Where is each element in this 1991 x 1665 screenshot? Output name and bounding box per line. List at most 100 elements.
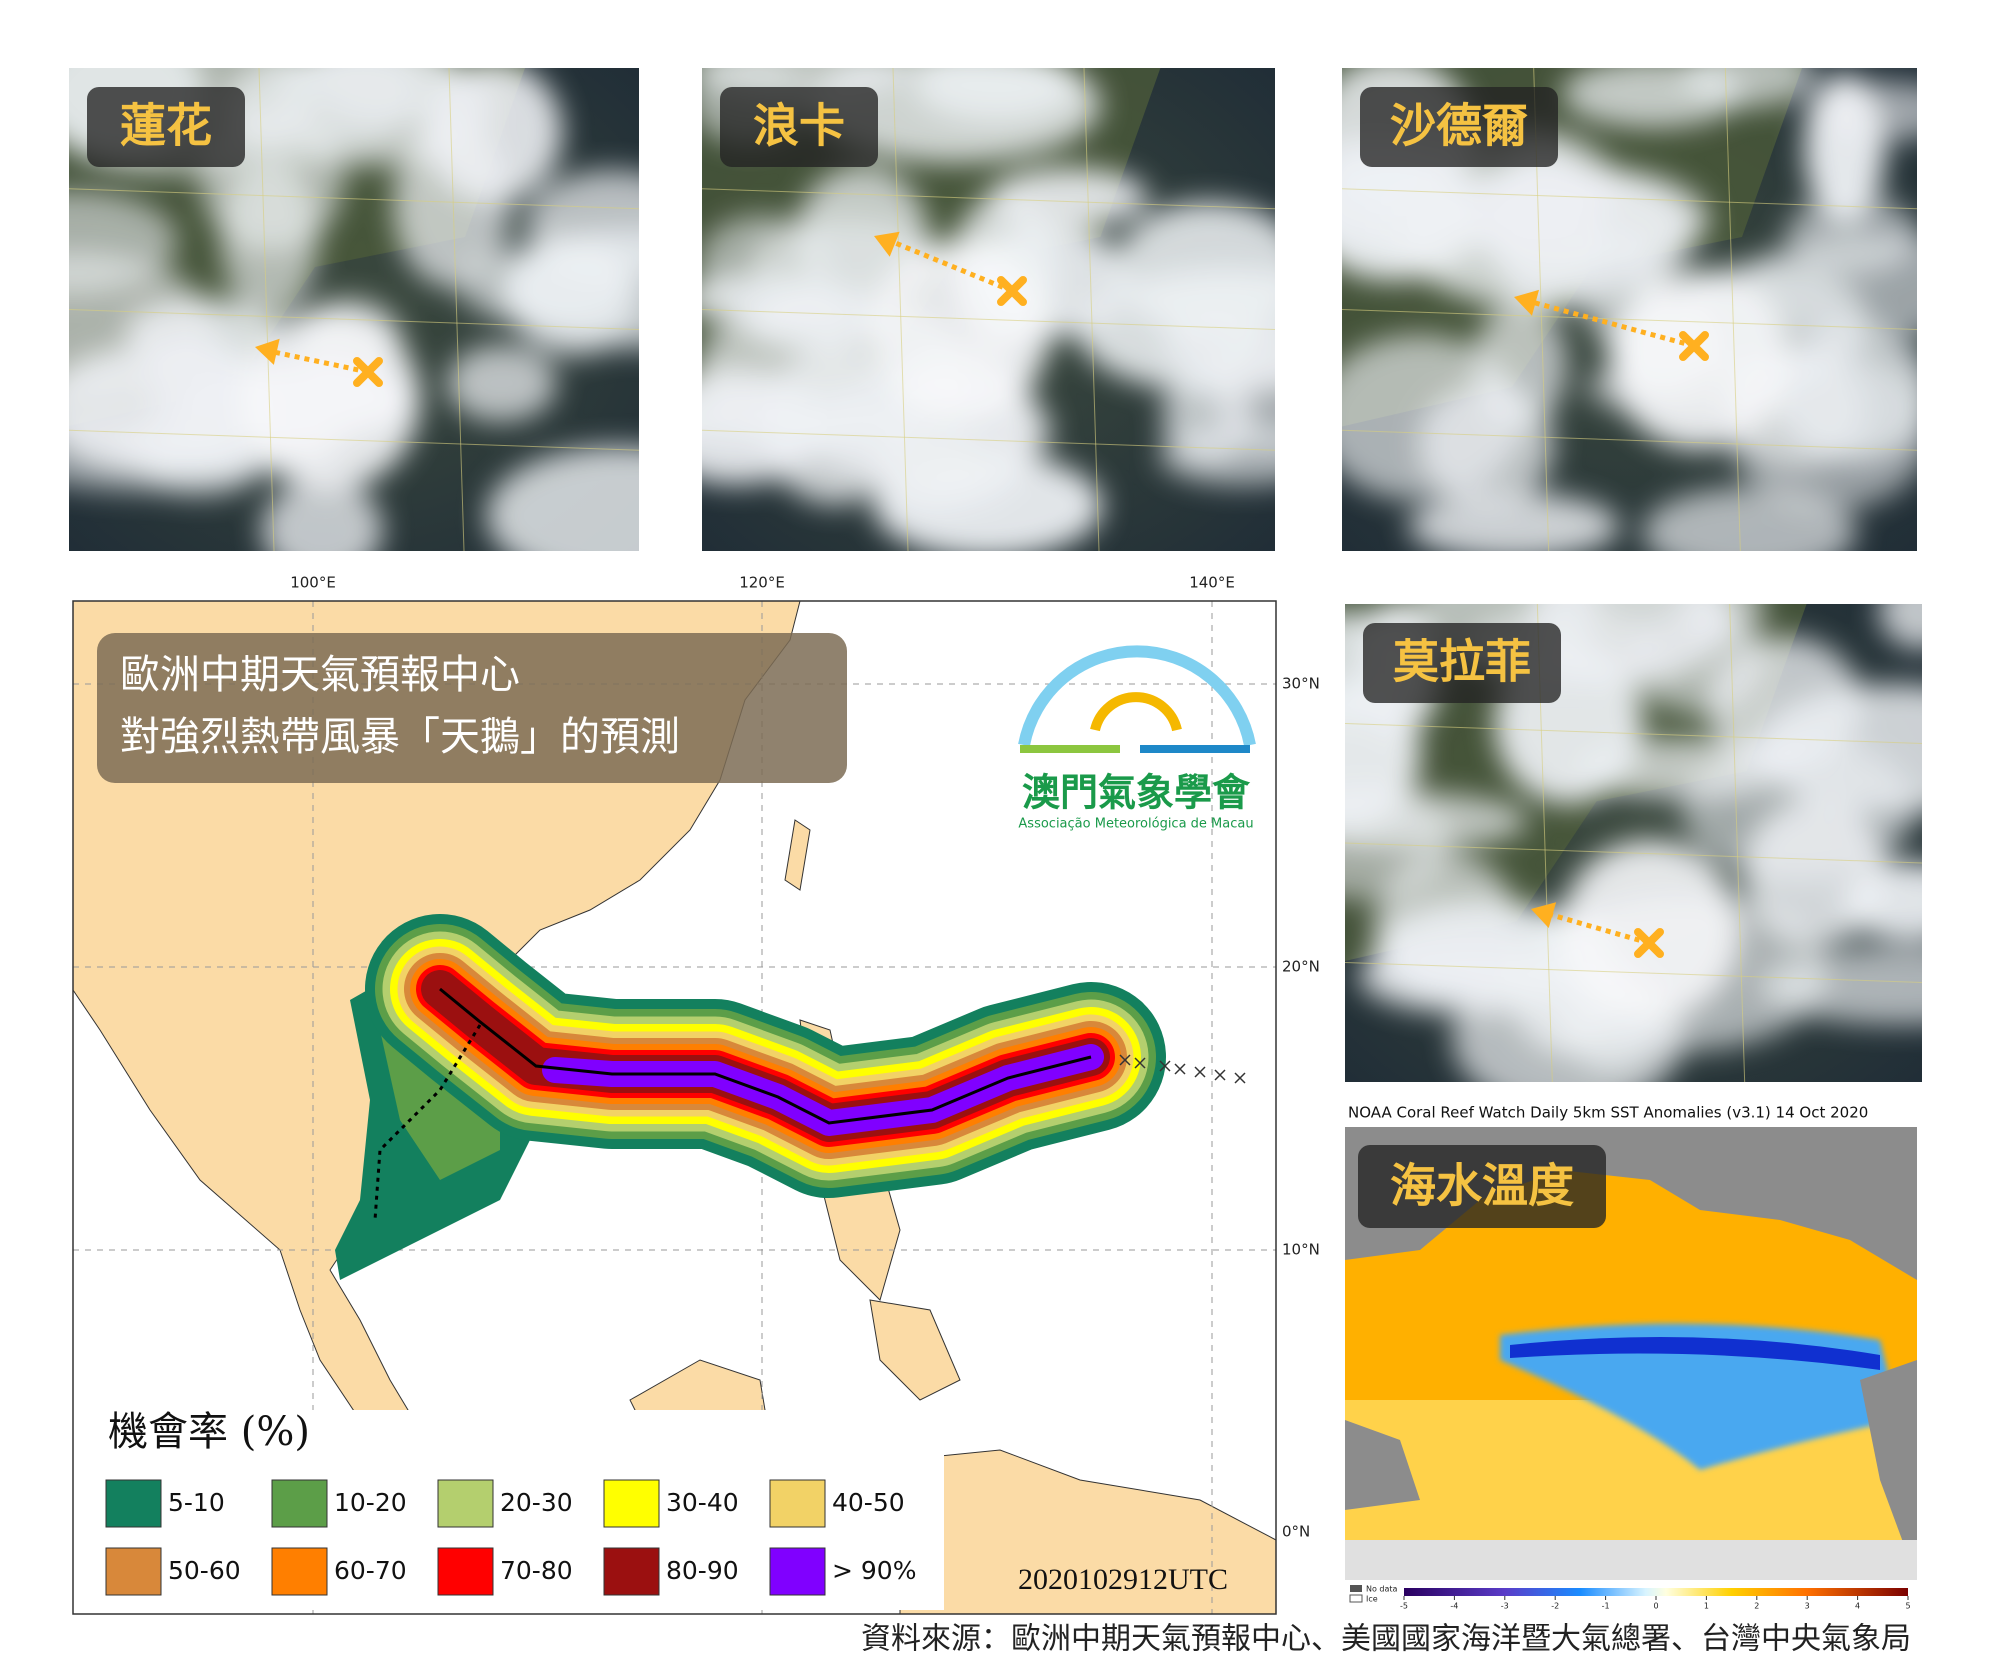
legend-swatch	[769, 1479, 826, 1528]
satellite-image: 蓮花	[69, 68, 639, 551]
track-arrow	[1544, 910, 1650, 946]
forecast-x	[1214, 1069, 1226, 1081]
cloud	[1158, 425, 1275, 486]
logo-sun	[1090, 692, 1182, 732]
cloud	[422, 68, 563, 203]
cloud	[1449, 166, 1710, 272]
cloud	[1805, 81, 1917, 142]
graticule	[1345, 723, 1922, 744]
cloud	[1742, 798, 1888, 946]
legend-label: 5-10	[168, 1488, 225, 1517]
graticule	[69, 429, 639, 451]
arrow-head	[1531, 902, 1557, 929]
clouds	[702, 68, 1275, 551]
panel-label: 蓮花	[120, 99, 212, 153]
label-box	[87, 87, 245, 167]
cloud	[914, 68, 1080, 122]
cloud	[1878, 604, 1922, 650]
legend-label: 70-80	[500, 1556, 573, 1585]
label-box	[1363, 623, 1561, 703]
legend-label: 30-40	[666, 1488, 739, 1517]
land	[1345, 1420, 1420, 1510]
arrow-head	[1514, 289, 1540, 316]
lon-label: 100°E	[290, 574, 336, 592]
cloud	[1164, 307, 1264, 378]
no-data: No data	[1366, 1585, 1398, 1594]
graticule	[69, 188, 639, 210]
legend-label: 40-50	[832, 1488, 905, 1517]
storm	[1610, 270, 1790, 450]
source: 資料來源：歐洲中期天氣預報中心、美國國家海洋暨大氣總署、台灣中央氣象局	[861, 1622, 1911, 1657]
map-title: 對強烈熱帶風暴「天鵝」的預測	[120, 714, 680, 760]
lon-label: 120°E	[739, 574, 785, 592]
graticule	[69, 309, 639, 330]
colorbar-tick-label: 3	[1805, 1602, 1810, 1611]
legend-swatch	[603, 1479, 660, 1528]
legend-swatch	[271, 1547, 328, 1596]
colorbar-tick-label: -3	[1501, 1602, 1509, 1611]
cloud	[1774, 323, 1917, 462]
forecast-x	[1159, 1060, 1171, 1072]
colorbar-tick-label: 0	[1653, 1602, 1658, 1611]
ice-label: Ice	[1366, 1595, 1378, 1604]
graticule	[1729, 604, 1746, 1082]
forecast-x	[1194, 1066, 1206, 1078]
graticule	[1342, 188, 1917, 210]
legend-label: 80-90	[666, 1556, 739, 1585]
storm-mark	[353, 357, 383, 387]
logo-name: 澳門氣象學會	[1022, 771, 1251, 815]
graticule	[1083, 68, 1100, 551]
cloud	[1785, 194, 1917, 274]
ice-key	[1349, 1594, 1363, 1603]
cloud	[69, 251, 213, 403]
storm-mark	[1679, 331, 1709, 361]
legend-label: 10-20	[334, 1488, 407, 1517]
sst-caption: NOAA Coral Reef Watch Daily 5km SST Anom…	[1348, 1104, 1868, 1122]
cloud	[497, 228, 639, 349]
land	[1860, 1360, 1917, 1580]
lat-label: 0°N	[1282, 1523, 1310, 1541]
cloud	[446, 344, 557, 422]
legend-label: 50-60	[168, 1556, 241, 1585]
ensemble-track	[373, 1024, 482, 1221]
ice	[1345, 1540, 1917, 1580]
colorbar-tick-label: 1	[1704, 1602, 1709, 1611]
cloud	[1373, 853, 1519, 1000]
lat-label: 10°N	[1282, 1241, 1320, 1259]
cloud	[261, 479, 383, 551]
cloud	[141, 441, 259, 497]
sst-label: 海水溫度	[1390, 1159, 1574, 1213]
arrow-head	[874, 231, 900, 257]
forecast-x	[1119, 1054, 1131, 1066]
cloud	[868, 423, 989, 515]
graticule	[1342, 429, 1917, 451]
legend-label: 20-30	[500, 1488, 573, 1517]
legend-swatch	[437, 1479, 494, 1528]
clouds	[1342, 68, 1917, 551]
storm-mark	[1634, 928, 1664, 958]
colorbar-tick-label: 2	[1754, 1602, 1759, 1611]
legend-swatch	[105, 1547, 162, 1596]
storm	[870, 240, 1050, 420]
cloud	[1345, 680, 1421, 830]
graticule	[702, 188, 1275, 210]
track-arrow	[887, 237, 1013, 294]
panel-label: 浪卡	[753, 99, 845, 153]
cloud	[1705, 636, 1862, 772]
legend-swatch	[769, 1547, 826, 1596]
track-arrow	[268, 348, 369, 375]
storm-mark	[997, 276, 1027, 306]
storm	[1560, 840, 1740, 1020]
timestamp: 2020102912UTC	[1018, 1563, 1228, 1596]
colorbar-tick-label: -4	[1450, 1602, 1458, 1611]
title-box	[97, 633, 847, 783]
graticule	[702, 429, 1275, 451]
lon-label: 140°E	[1189, 574, 1235, 592]
cloud	[486, 445, 639, 551]
label-box	[1360, 87, 1558, 167]
legend-swatch	[271, 1479, 328, 1528]
graticule	[1342, 309, 1917, 330]
graticule	[1345, 842, 1922, 864]
cloud	[702, 215, 827, 312]
